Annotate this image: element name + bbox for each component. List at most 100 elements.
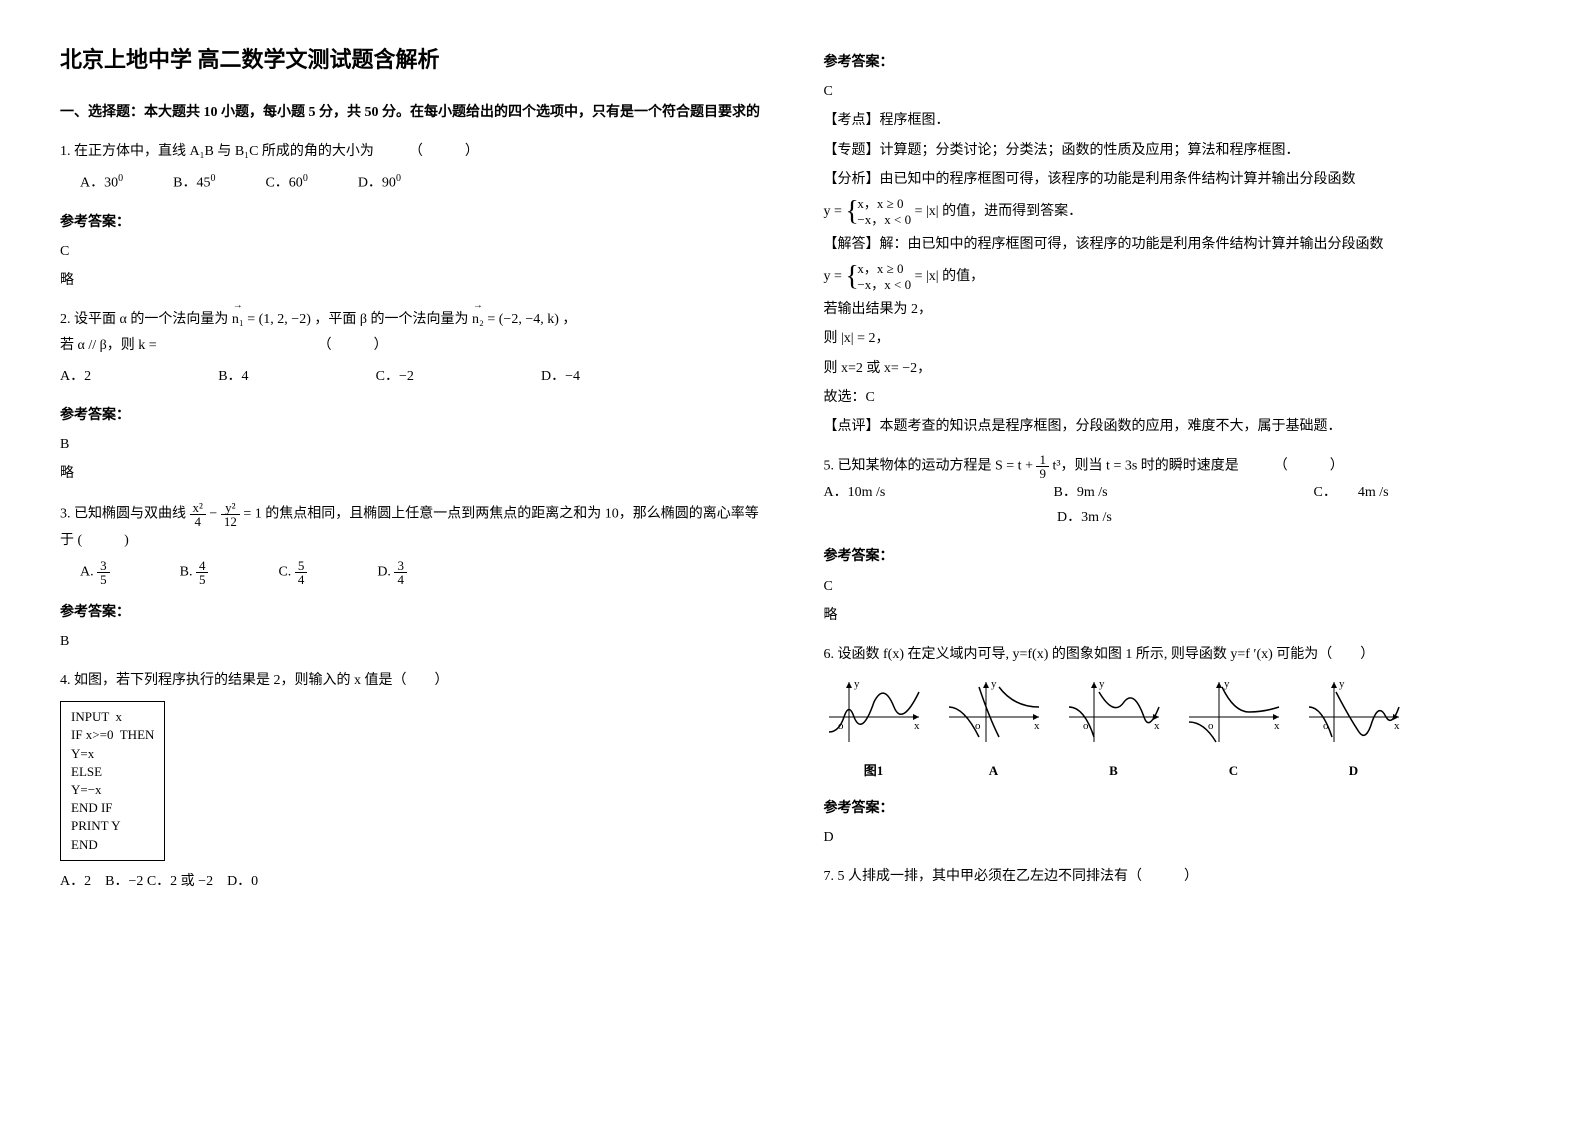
q3-option-c: C. 54 bbox=[278, 559, 307, 586]
q6-label-a: A bbox=[944, 759, 1044, 782]
q3-options: A. 35 B. 45 C. 54 D. 34 bbox=[80, 559, 764, 586]
q6-option-a-graph: y x o A bbox=[944, 677, 1044, 782]
question-1: 1. 在正方体中，直线 A₁B 与 B₁C 所成的角的大小为 （ ） A．300… bbox=[60, 139, 764, 196]
q3-option-d: D. 34 bbox=[377, 559, 407, 586]
q1-mid: 与 bbox=[217, 144, 235, 159]
q6-stem: 6. 设函数 f(x) 在定义域内可导, y=f(x) 的图象如图 1 所示, … bbox=[824, 642, 1528, 667]
question-2: 2. 设平面 α 的一个法向量为 n₁ = (1, 2, −2) ，平面 β 的… bbox=[60, 307, 764, 389]
q4-step-c: 则 x=2 或 x= −2， bbox=[824, 356, 1528, 381]
graph-b-icon: y x o bbox=[1064, 677, 1164, 747]
q6-graphs: y x o 图1 y x o bbox=[824, 677, 1528, 782]
q4-fenxi: 【分析】由已知中的程序框图可得，该程序的功能是利用条件结构计算并输出分段函数 bbox=[824, 167, 1528, 192]
graph-a-icon: y x o bbox=[944, 677, 1044, 747]
q4-dianping: 【点评】本题考查的知识点是程序框图，分段函数的应用，难度不大，属于基础题． bbox=[824, 414, 1528, 439]
q3-answer: B bbox=[60, 629, 764, 654]
q7-stem: 7. 5 人排成一排，其中甲必须在乙左边不同排法有（ ） bbox=[824, 864, 1528, 889]
q5-frac: 1 9 bbox=[1036, 453, 1049, 480]
graph-fig1-icon: y x o bbox=[824, 677, 924, 747]
q1-answer: C bbox=[60, 239, 764, 264]
q1-note: 略 bbox=[60, 268, 764, 293]
q5-answer: C bbox=[824, 574, 1528, 599]
question-7: 7. 5 人排成一排，其中甲必须在乙左边不同排法有（ ） bbox=[824, 864, 1528, 889]
q2-note: 略 bbox=[60, 461, 764, 486]
q2-option-d: D．−4 bbox=[541, 364, 580, 389]
right-column: 参考答案： C 【考点】程序框图． 【专题】计算题；分类讨论；分类法；函数的性质… bbox=[824, 40, 1528, 908]
q1-stem-suffix: 所成的角的大小为 （ ） bbox=[262, 144, 479, 159]
q1-bc: B₁C bbox=[235, 144, 259, 159]
svg-text:o: o bbox=[1323, 720, 1329, 732]
q2-line2: 若 α // β，则 k = （ ） bbox=[60, 333, 764, 358]
q2-line1: 2. 设平面 α 的一个法向量为 n₁ = (1, 2, −2) ，平面 β 的… bbox=[60, 307, 764, 332]
q6-label-d: D bbox=[1304, 759, 1404, 782]
q4-piecewise-2: y = x，x ≥ 0 −x，x < 0 = |x| 的值， bbox=[824, 261, 1528, 293]
q2-answer-label: 参考答案： bbox=[60, 403, 764, 428]
svg-text:y: y bbox=[1099, 678, 1105, 690]
q5-option-d: D．3m /s bbox=[1057, 510, 1112, 525]
q5-option-b: B．9m /s bbox=[1054, 480, 1314, 505]
svg-text:x: x bbox=[1394, 720, 1400, 732]
graph-d-icon: y x o bbox=[1304, 677, 1404, 747]
doc-title: 北京上地中学 高二数学文测试题含解析 bbox=[60, 40, 764, 80]
svg-text:y: y bbox=[1339, 678, 1345, 690]
q6-answer-label: 参考答案： bbox=[824, 796, 1528, 821]
q5-stem: 5. 已知某物体的运动方程是 S = t + 1 9 t³，则当 t = 3s … bbox=[824, 453, 1528, 480]
q4-kaodian: 【考点】程序框图． bbox=[824, 108, 1528, 133]
q4-step-a: 若输出结果为 2， bbox=[824, 297, 1528, 322]
q1-ab: A₁B bbox=[190, 144, 214, 159]
q1-stem-prefix: 1. 在正方体中，直线 bbox=[60, 144, 186, 159]
svg-text:x: x bbox=[1274, 720, 1280, 732]
graph-c-icon: y x o bbox=[1184, 677, 1284, 747]
q2-option-a: A．2 bbox=[60, 364, 91, 389]
q3-answer-label: 参考答案： bbox=[60, 600, 764, 625]
svg-text:o: o bbox=[838, 720, 844, 732]
q1-options: A．300 B．450 C．600 D．900 bbox=[80, 170, 764, 196]
q4-options: A．2 B．−2 C．2 或 −2 D．0 bbox=[60, 869, 764, 894]
q4-step-b: 则 |x| = 2， bbox=[824, 326, 1528, 351]
q4-zhuanti: 【专题】计算题；分类讨论；分类法；函数的性质及应用；算法和程序框图． bbox=[824, 138, 1528, 163]
question-4: 4. 如图，若下列程序执行的结果是 2，则输入的 x 值是（ ） INPUT x… bbox=[60, 668, 764, 894]
q5-options-row2: D．3m /s bbox=[824, 505, 1528, 530]
q6-option-c-graph: y x o C bbox=[1184, 677, 1284, 782]
q2-option-b: B．4 bbox=[218, 364, 248, 389]
q4-piecewise-1: y = x，x ≥ 0 −x，x < 0 = |x| 的值，进而得到答案． bbox=[824, 196, 1528, 228]
question-3: 3. 已知椭圆与双曲线 x² 4 − y² 12 = 1 的焦点相同，且椭圆上任… bbox=[60, 501, 764, 586]
q6-option-b-graph: y x o B bbox=[1064, 677, 1164, 782]
q5-note: 略 bbox=[824, 603, 1528, 628]
q5-option-a: A．10m /s bbox=[824, 480, 1054, 505]
svg-text:o: o bbox=[975, 720, 981, 732]
q6-label-b: B bbox=[1064, 759, 1164, 782]
q1-option-d: D．900 bbox=[358, 170, 401, 196]
q2-answer: B bbox=[60, 432, 764, 457]
q1-answer-label: 参考答案： bbox=[60, 210, 764, 235]
q5-option-c: C． 4m /s bbox=[1314, 480, 1389, 505]
q1-option-c: C．600 bbox=[265, 170, 307, 196]
svg-text:y: y bbox=[854, 678, 860, 690]
svg-text:o: o bbox=[1083, 720, 1089, 732]
q3-frac-y: y² 12 bbox=[221, 501, 240, 528]
q5-answer-label: 参考答案： bbox=[824, 544, 1528, 569]
q6-option-d-graph: y x o D bbox=[1304, 677, 1404, 782]
q1-option-a: A．300 bbox=[80, 170, 123, 196]
svg-text:o: o bbox=[1208, 720, 1214, 732]
q3-frac-x: x² 4 bbox=[190, 501, 206, 528]
section-1-heading: 一、选择题：本大题共 10 小题，每小题 5 分，共 50 分。在每小题给出的四… bbox=[60, 100, 764, 125]
svg-text:y: y bbox=[991, 678, 997, 690]
q3-stem: 3. 已知椭圆与双曲线 x² 4 − y² 12 = 1 的焦点相同，且椭圆上任… bbox=[60, 501, 764, 553]
q2-options: A．2 B．4 C．−2 D．−4 bbox=[60, 364, 580, 389]
left-column: 北京上地中学 高二数学文测试题含解析 一、选择题：本大题共 10 小题，每小题 … bbox=[60, 40, 764, 908]
q6-answer: D bbox=[824, 825, 1528, 850]
q4-stem: 4. 如图，若下列程序执行的结果是 2，则输入的 x 值是（ ） bbox=[60, 668, 764, 693]
q6-fig1-label: 图1 bbox=[824, 759, 924, 782]
q4-answer-label: 参考答案： bbox=[824, 50, 1528, 75]
q6-label-c: C bbox=[1184, 759, 1284, 782]
svg-text:x: x bbox=[914, 720, 920, 732]
q5-options-row1: A．10m /s B．9m /s C． 4m /s bbox=[824, 480, 1528, 505]
svg-text:x: x bbox=[1154, 720, 1160, 732]
q4-step-d: 故选：C bbox=[824, 385, 1528, 410]
piecewise-icon: x，x ≥ 0 −x，x < 0 bbox=[845, 196, 911, 228]
q3-option-b: B. 45 bbox=[180, 559, 209, 586]
q3-option-a: A. 35 bbox=[80, 559, 110, 586]
q4-code-box: INPUT x IF x>=0 THEN Y=x ELSE Y=−x END I… bbox=[60, 701, 165, 861]
question-5: 5. 已知某物体的运动方程是 S = t + 1 9 t³，则当 t = 3s … bbox=[824, 453, 1528, 530]
q6-fig1: y x o 图1 bbox=[824, 677, 924, 782]
